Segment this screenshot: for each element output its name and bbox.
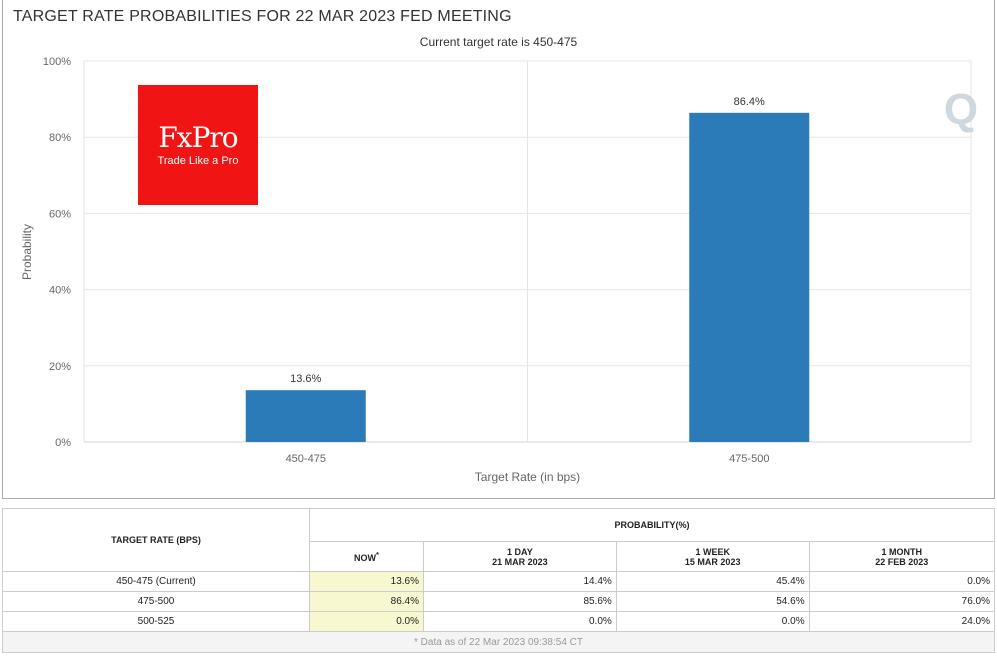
- probability-cell: 0.0%: [808, 571, 996, 592]
- table-row: 500-525 0.0% 0.0% 0.0% 24.0%: [2, 611, 996, 632]
- probability-cell: 13.6%: [309, 571, 424, 592]
- col-1-day: 1 DAY 21 MAR 2023: [423, 541, 617, 572]
- x-axis-title: Target Rate (in bps): [475, 470, 580, 484]
- footnote: * Data as of 22 Mar 2023 09:38:54 CT: [2, 631, 995, 653]
- col-1-week: 1 WEEK 15 MAR 2023: [615, 541, 810, 572]
- table-row: 475-500 86.4% 85.6% 54.6% 76.0%: [2, 591, 996, 612]
- col-date: 21 MAR 2023: [492, 556, 548, 567]
- col-now: NOW*: [309, 541, 424, 572]
- probability-cell: 24.0%: [808, 611, 996, 632]
- chart-title: TARGET RATE PROBABILITIES FOR 22 MAR 202…: [13, 8, 512, 25]
- bar-450-475[interactable]: [245, 390, 366, 442]
- data-label: 13.6%: [290, 373, 321, 385]
- col-label: 1 WEEK: [695, 546, 730, 557]
- y-tick-label: 80%: [49, 132, 71, 144]
- probability-cell: 76.0%: [808, 591, 996, 612]
- col-date: 15 MAR 2023: [684, 556, 741, 567]
- col-1-month: 1 MONTH 22 FEB 2023: [808, 541, 996, 572]
- probability-cell: 0.0%: [615, 611, 810, 632]
- col-target-rate: TARGET RATE (BPS): [2, 508, 310, 572]
- col-label: 1 DAY: [507, 546, 533, 557]
- logo-tagline: Trade Like a Pro: [157, 155, 239, 167]
- x-tick-label: 450-475: [286, 453, 326, 465]
- table-row: 450-475 (Current) 13.6% 14.4% 45.4% 0.0%: [2, 571, 996, 592]
- y-tick-label: 60%: [49, 208, 71, 220]
- logo-brand: FxPro: [158, 121, 238, 154]
- bar-chart: 0% 20% 40% 60% 80% 100% 13.6% 450-475 86.4% 475-5…: [20, 56, 978, 484]
- group-probability: PROBABILITY(%): [309, 508, 995, 542]
- probability-cell: 85.6%: [423, 591, 617, 612]
- rate-cell: 500-525: [2, 611, 310, 632]
- chart-subtitle: Current target rate is 450-475: [419, 35, 578, 49]
- y-tick-label: 20%: [49, 361, 71, 373]
- probability-cell: 14.4%: [423, 571, 617, 592]
- watermark-q-icon: Q: [944, 85, 978, 134]
- probability-cell: 45.4%: [615, 571, 810, 592]
- data-label: 86.4%: [734, 96, 765, 108]
- asterisk: *: [376, 550, 379, 559]
- chart-panel: TARGET RATE PROBABILITIES FOR 22 MAR 202…: [2, 0, 995, 499]
- y-tick-label: 100%: [43, 56, 71, 68]
- y-axis-title: Probability: [20, 224, 34, 280]
- probability-table: TARGET RATE (BPS) PROBABILITY(%) NOW* 1 D…: [2, 508, 996, 653]
- y-tick-label: 40%: [49, 285, 71, 297]
- col-date: 22 FEB 2023: [875, 556, 929, 567]
- probability-cell: 86.4%: [309, 591, 424, 612]
- col-label: 1 MONTH: [881, 546, 923, 557]
- rate-cell: 475-500: [2, 591, 310, 612]
- probability-cell: 0.0%: [309, 611, 424, 632]
- y-tick-label: 0%: [55, 437, 71, 449]
- x-tick-label: 475-500: [729, 453, 769, 465]
- bar-475-500[interactable]: [689, 112, 810, 442]
- fxpro-logo: FxPro Trade Like a Pro: [138, 85, 258, 205]
- probability-cell: 0.0%: [423, 611, 617, 632]
- col-label: NOW: [354, 553, 377, 563]
- probability-cell: 54.6%: [615, 591, 810, 612]
- rate-cell: 450-475 (Current): [2, 571, 310, 592]
